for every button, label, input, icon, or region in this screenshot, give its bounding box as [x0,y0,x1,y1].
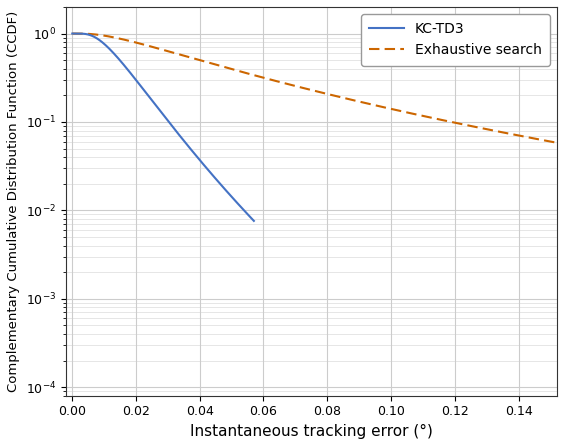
Exhaustive search [69,31,76,36]
Exhaustive search [554,140,561,145]
Line: Exhaustive search: Exhaustive search [72,33,557,143]
KC-TD3 [138,85,145,90]
Y-axis label: Complementary Cumulative Distribution Function (CCDF): Complementary Cumulative Distribution Fu… [7,11,20,392]
KC-TD3 [102,42,109,48]
X-axis label: Instantaneous tracking error (°): Instantaneous tracking error (°) [190,424,433,439]
Exhaustive search [157,46,164,52]
Exhaustive search [430,116,437,121]
Exhaustive search [384,105,391,111]
KC-TD3 [218,183,225,188]
KC-TD3 [187,146,194,151]
KC-TD3 [178,135,184,140]
KC-TD3 [204,167,211,172]
KC-TD3 [69,31,76,36]
Line: KC-TD3: KC-TD3 [72,33,254,221]
Exhaustive search [468,123,474,128]
Legend: KC-TD3, Exhaustive search: KC-TD3, Exhaustive search [361,14,550,66]
Exhaustive search [360,100,367,105]
KC-TD3 [250,218,257,223]
Exhaustive search [254,74,261,79]
